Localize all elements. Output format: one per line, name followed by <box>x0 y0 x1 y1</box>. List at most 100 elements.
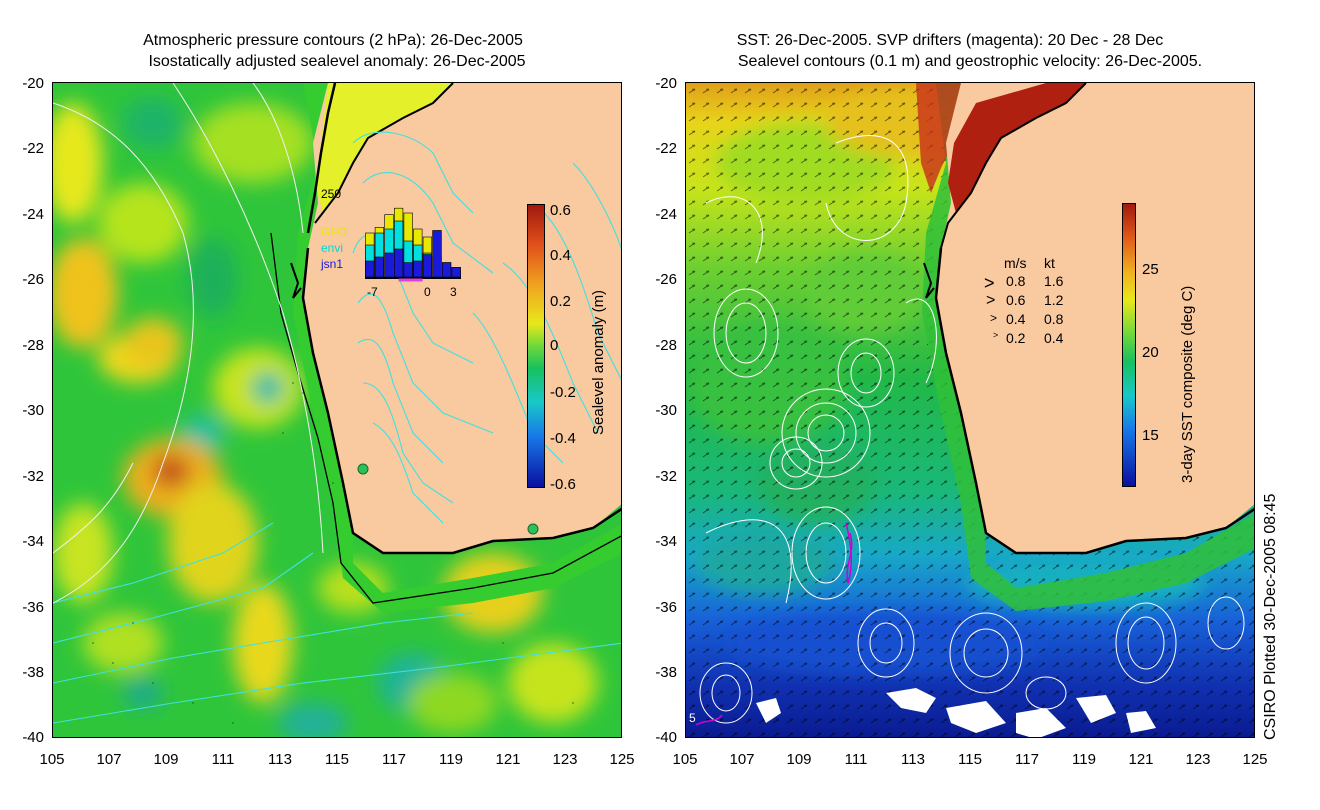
sealevel-contours <box>699 135 1245 724</box>
right-xtick: 111 <box>844 751 868 768</box>
inset-xlabel-start: -7 <box>367 285 378 299</box>
left-xtick: 115 <box>325 751 349 768</box>
left-xtick: 117 <box>382 751 406 768</box>
sst-cb-tick-15: 15 <box>1142 427 1159 444</box>
sst-cb-tick-20: 20 <box>1142 344 1159 361</box>
cloud-mask <box>756 688 1156 737</box>
inset-xlabel-end: 3 <box>450 285 457 299</box>
left-title-line2: Isostatically adjusted sealevel anomaly:… <box>148 53 526 70</box>
inset-bars <box>365 207 461 282</box>
legend-envi: envi <box>321 241 344 255</box>
inset-bar-jsn1 <box>374 256 385 278</box>
left-ytick: -22 <box>22 140 44 157</box>
right-xtick: 125 <box>1242 751 1268 768</box>
sl-cb-tick-5: -0.4 <box>550 430 576 447</box>
sl-cb-tick-4: -0.2 <box>550 384 576 401</box>
inset-histogram: 250 GFO envi jsn1 -7 0 3 <box>321 187 461 299</box>
sl-cb-tick-0: 0.6 <box>550 202 571 219</box>
inset-bar-jsn1 <box>432 230 442 278</box>
legend-arrow-icon: > <box>990 311 998 325</box>
left-ytick: -40 <box>22 729 44 746</box>
left-ytick: -26 <box>22 271 44 288</box>
right-xtick: 121 <box>1128 751 1154 768</box>
right-ytick: -36 <box>655 599 677 616</box>
right-map-canvas <box>686 83 1254 737</box>
right-ytick: -26 <box>655 271 677 288</box>
left-xtick: 125 <box>609 751 635 768</box>
left-ytick: -38 <box>22 664 44 681</box>
left-title-line1: Atmospheric pressure contours (2 hPa): 2… <box>143 32 523 49</box>
sst-colorbar <box>1122 203 1136 487</box>
left-xtick: 109 <box>153 751 179 768</box>
legend-arrow-icon: > <box>993 330 999 340</box>
legend-arrow-icon: > <box>984 273 995 293</box>
left-xtick: 121 <box>495 751 521 768</box>
left-ytick: -24 <box>22 206 44 223</box>
right-ytick: -24 <box>655 206 677 223</box>
right-xtick: 107 <box>729 751 755 768</box>
sealevel-colorbar-label: Sealevel anomaly (m) <box>590 289 607 435</box>
sealevel-colorbar <box>527 204 545 488</box>
inset-bar-jsn1 <box>451 267 461 278</box>
velocity-legend-header-ms: m/s <box>1004 255 1027 271</box>
left-ytick: -32 <box>22 468 44 485</box>
sl-cb-tick-1: 0.4 <box>550 247 571 264</box>
legend-gfo: GFO <box>321 225 347 239</box>
right-ytick: -32 <box>655 468 677 485</box>
inset-legend-jsn1: jsn1 <box>321 257 343 271</box>
right-ytick: -30 <box>655 402 677 419</box>
left-xtick: 111 <box>211 751 235 768</box>
svp-drifter-track <box>845 522 853 584</box>
left-ytick: -36 <box>22 599 44 616</box>
inset-bar-jsn1 <box>384 252 394 278</box>
right-ytick: -22 <box>655 140 677 157</box>
right-ytick: -40 <box>655 729 677 746</box>
corner-label: 5 <box>689 711 696 725</box>
left-xtick: 105 <box>39 751 65 768</box>
inset-bar-jsn1 <box>393 248 404 278</box>
left-ytick: -20 <box>22 75 44 92</box>
inset-legend-gfo: GFO <box>321 225 347 239</box>
inset-ymax-label: 250 <box>321 187 342 201</box>
inset-bar-jsn1 <box>403 262 413 278</box>
left-ytick: -28 <box>22 337 44 354</box>
right-ytick: -20 <box>655 75 677 92</box>
right-title-line1: SST: 26-Dec-2005. SVP drifters (magenta)… <box>736 32 1164 49</box>
right-map: m/s kt > 0.8 1.6 > 0.6 1.2 > 0.4 0.8 > 0… <box>685 82 1255 738</box>
legend-arrow-icon: > <box>986 292 996 309</box>
sl-cb-tick-6: -0.6 <box>550 476 576 493</box>
drifter-marker <box>527 523 539 535</box>
white-contours <box>53 83 324 604</box>
inset-bar-jsn1 <box>413 260 423 278</box>
right-xtick: 119 <box>1072 751 1096 768</box>
left-xtick: 123 <box>552 751 578 768</box>
sl-cb-tick-3: 0 <box>550 337 559 354</box>
drifter-marker <box>357 463 369 475</box>
inset-xlabel-zero: 0 <box>424 285 431 299</box>
left-map: 250 GFO envi jsn1 -7 0 3 0.6 0.4 0.2 0 -… <box>52 82 622 738</box>
right-xtick: 105 <box>672 751 698 768</box>
inset-legend-envi: envi <box>321 241 343 255</box>
right-title-line2: Sealevel contours (0.1 m) and geostrophi… <box>737 53 1203 70</box>
velocity-legend-header-kt: kt <box>1044 255 1055 271</box>
right-xtick: 113 <box>901 751 925 768</box>
left-ytick: -30 <box>22 402 44 419</box>
australia-landmass-right <box>936 83 1254 553</box>
inset-bar-jsn1 <box>422 254 432 278</box>
left-xtick: 107 <box>96 751 122 768</box>
sst-cb-tick-25: 25 <box>1142 261 1159 278</box>
right-ytick: -28 <box>655 337 677 354</box>
right-xtick: 109 <box>786 751 812 768</box>
left-ytick: -34 <box>22 533 44 550</box>
left-xtick: 113 <box>268 751 292 768</box>
sst-colorbar-label: 3-day SST composite (deg C) <box>1179 285 1196 483</box>
right-xtick: 115 <box>958 751 982 768</box>
svp-drifter-track <box>695 714 723 726</box>
inset-bar-jsn1 <box>442 262 452 278</box>
left-xtick: 119 <box>439 751 463 768</box>
sl-cb-tick-2: 0.2 <box>550 293 571 310</box>
legend-jsn1: jsn1 <box>321 257 344 271</box>
right-ytick: -34 <box>655 533 677 550</box>
right-xtick: 123 <box>1185 751 1211 768</box>
csiro-plotted-label: CSIRO Plotted 30-Dec-2005 08:45 <box>1262 493 1279 740</box>
